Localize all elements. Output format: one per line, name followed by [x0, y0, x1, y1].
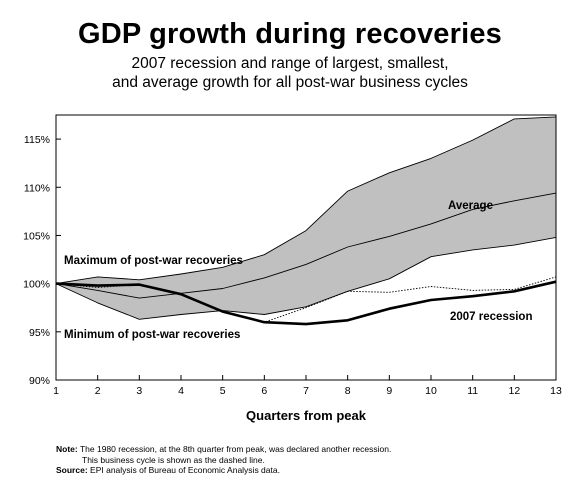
x-tick-label-3: 3 — [136, 385, 142, 397]
note-line-1: Note: The 1980 recession, at the 8th qua… — [56, 444, 556, 455]
source-label: Source: — [56, 465, 88, 475]
note-line-2: This business cycle is shown as the dash… — [82, 454, 265, 465]
note-text: The 1980 recession, at the 8th quarter f… — [79, 444, 392, 454]
chart-subtitle: 2007 recession and range of largest, sma… — [0, 54, 580, 92]
subtitle-line-1: 2007 recession and range of largest, sma… — [131, 55, 449, 72]
y-tick-label-100: 100% — [23, 279, 50, 291]
series-line-average — [55, 192, 557, 299]
annotation-2007-recession: 2007 recession — [450, 311, 532, 323]
y-tick-label-110: 110% — [24, 182, 50, 194]
range-band — [56, 116, 556, 320]
x-tick-label-4: 4 — [178, 385, 184, 397]
x-tick-label-13: 13 — [550, 385, 562, 397]
x-tick-label-12: 12 — [508, 385, 520, 397]
y-tick-label-105: 105% — [23, 230, 50, 242]
series-line-dashed — [55, 276, 557, 323]
series-line-2007-recession — [55, 280, 557, 326]
x-tick-label-5: 5 — [220, 385, 226, 397]
subtitle-line-2: and average growth for all post-war busi… — [112, 74, 468, 91]
x-tick-label-1: 1 — [53, 385, 59, 397]
x-tick-label-11: 11 — [467, 385, 478, 397]
y-tick-label-90: 90% — [29, 375, 50, 387]
x-axis-label: Quarters from peak — [246, 408, 367, 423]
note-label: Note: — [56, 444, 78, 454]
series-line-maximum-of-post-war-recoveries — [55, 116, 557, 285]
x-tick-label-7: 7 — [303, 385, 309, 397]
source-text: EPI analysis of Bureau of Economic Analy… — [90, 465, 280, 475]
annotation-maximum: Maximum of post-war recoveries — [64, 255, 243, 267]
y-tick-label-115: 115% — [24, 134, 50, 146]
x-tick-label-9: 9 — [386, 385, 392, 397]
x-tick-label-10: 10 — [425, 385, 437, 397]
chart-notes: Note: The 1980 recession, at the 8th qua… — [56, 444, 556, 476]
x-tick-label-6: 6 — [261, 385, 267, 397]
annotation-average: Average — [448, 200, 493, 212]
annotation-minimum: Minimum of post-war recoveries — [64, 329, 240, 341]
series-line-minimum-of-post-war-recoveries — [55, 236, 557, 320]
x-tick-label-2: 2 — [95, 385, 101, 397]
x-tick-label-8: 8 — [345, 385, 351, 397]
source-line: Source: EPI analysis of Bureau of Econom… — [56, 465, 556, 476]
chart-title: GDP growth during recoveries — [77, 18, 503, 50]
y-tick-label-95: 95% — [29, 327, 50, 339]
